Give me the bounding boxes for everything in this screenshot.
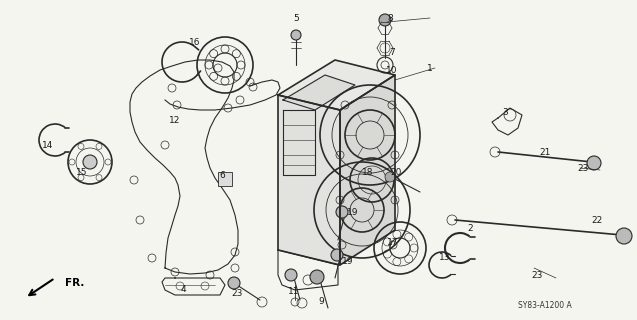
Circle shape (228, 277, 240, 289)
Text: 9: 9 (318, 298, 324, 307)
Circle shape (379, 14, 391, 26)
Polygon shape (283, 110, 315, 175)
Circle shape (616, 228, 632, 244)
Text: 13: 13 (440, 253, 451, 262)
Text: 21: 21 (540, 148, 551, 156)
Text: 10: 10 (386, 66, 397, 75)
Text: 19: 19 (347, 207, 359, 217)
Text: 4: 4 (180, 285, 186, 294)
Text: 2: 2 (467, 223, 473, 233)
Text: 20: 20 (390, 167, 402, 177)
Text: 3: 3 (502, 108, 508, 116)
Text: 23: 23 (577, 164, 589, 172)
Text: 19: 19 (342, 258, 354, 267)
Polygon shape (340, 75, 395, 265)
Circle shape (587, 156, 601, 170)
Text: 8: 8 (387, 13, 393, 22)
Text: 6: 6 (219, 171, 225, 180)
Text: 22: 22 (591, 215, 603, 225)
Text: 11: 11 (289, 287, 300, 297)
Text: 23: 23 (531, 270, 543, 279)
Polygon shape (278, 60, 395, 110)
Text: 23: 23 (231, 290, 243, 299)
Polygon shape (278, 95, 340, 265)
Text: SY83-A1200 A: SY83-A1200 A (518, 300, 572, 309)
Text: 12: 12 (169, 116, 181, 124)
Text: FR.: FR. (65, 278, 84, 288)
Circle shape (385, 172, 395, 182)
Circle shape (291, 30, 301, 40)
Text: 7: 7 (389, 47, 395, 57)
Circle shape (331, 249, 343, 261)
Circle shape (310, 270, 324, 284)
Text: 16: 16 (189, 37, 201, 46)
Text: 15: 15 (76, 167, 88, 177)
Circle shape (285, 269, 297, 281)
Circle shape (83, 155, 97, 169)
Text: 5: 5 (293, 13, 299, 22)
Polygon shape (283, 75, 355, 110)
Text: 14: 14 (42, 140, 54, 149)
Text: 17: 17 (387, 237, 399, 246)
Text: 18: 18 (362, 167, 374, 177)
Circle shape (336, 206, 348, 218)
Bar (218, 172, 232, 186)
Text: 1: 1 (427, 63, 433, 73)
